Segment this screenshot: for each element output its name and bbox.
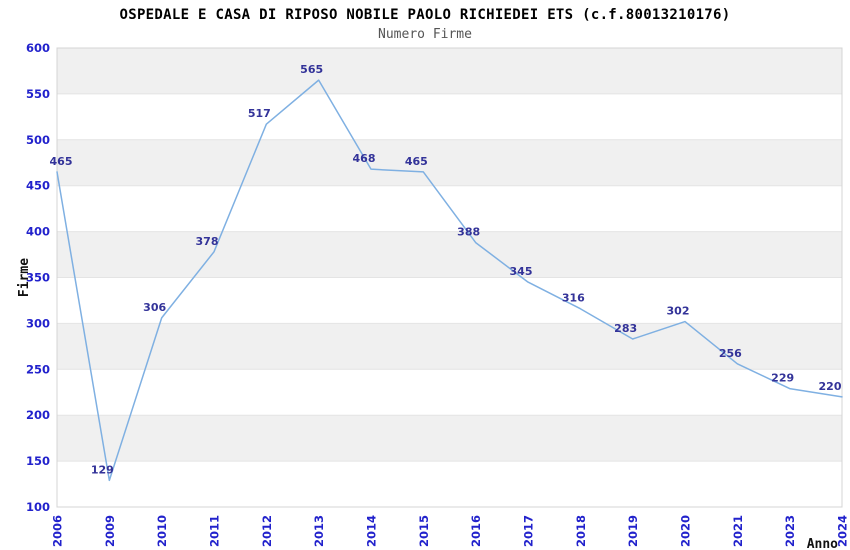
x-tick-label: 2006 [51, 515, 65, 547]
plot-band-gray [57, 48, 842, 94]
x-tick-label: 2018 [574, 515, 588, 547]
x-tick-label: 2011 [208, 515, 222, 547]
x-axis-title: Anno [807, 537, 838, 550]
plot-band-white [57, 93, 842, 140]
data-point-label: 220 [819, 380, 842, 393]
y-tick-label: 600 [26, 41, 50, 55]
data-point-label: 517 [248, 107, 271, 120]
data-point-label: 283 [614, 322, 637, 335]
data-point-label: 465 [405, 155, 428, 168]
data-point-label: 256 [719, 347, 742, 360]
plot-band-gray [57, 231, 842, 278]
x-tick-label: 2019 [626, 515, 640, 547]
y-tick-label: 250 [26, 362, 50, 376]
plot-border [56, 47, 843, 508]
data-point-label: 129 [91, 463, 114, 476]
data-point-label: 465 [50, 155, 73, 168]
x-tick-label: 2020 [679, 515, 693, 547]
x-tick-label: 2023 [783, 515, 797, 547]
y-tick-label: 100 [26, 500, 50, 514]
plot-band-white [57, 369, 842, 416]
plot-band-gray [57, 139, 842, 186]
x-tick-label: 2024 [836, 515, 850, 547]
x-tick-label: 2014 [365, 515, 379, 547]
x-tick-label: 2017 [522, 515, 536, 547]
data-point-label: 302 [667, 305, 690, 318]
x-tick-label: 2010 [155, 515, 169, 547]
x-tick-label: 2013 [312, 515, 326, 547]
x-tick-label: 2015 [417, 515, 431, 547]
y-tick-label: 400 [26, 225, 50, 239]
y-tick-label: 350 [26, 271, 50, 285]
y-tick-label: 550 [26, 87, 50, 101]
y-axis-title: Firme [17, 258, 32, 297]
x-tick-label: 2012 [260, 515, 274, 547]
data-point-label: 378 [196, 235, 219, 248]
y-tick-label: 300 [26, 316, 50, 330]
data-point-label: 229 [771, 372, 794, 385]
plot-band-gray [57, 415, 842, 462]
data-point-label: 565 [300, 63, 323, 76]
y-tick-label: 450 [26, 179, 50, 193]
y-tick-label: 150 [26, 454, 50, 468]
y-tick-label: 200 [26, 408, 50, 422]
data-point-label: 316 [562, 292, 585, 305]
x-tick-label: 2021 [731, 515, 745, 547]
data-point-label: 388 [457, 226, 480, 239]
y-tick-label: 500 [26, 133, 50, 147]
data-point-label: 306 [143, 301, 166, 314]
chart-title: OSPEDALE E CASA DI RIPOSO NOBILE PAOLO R… [119, 7, 731, 23]
data-line [56, 79, 843, 482]
data-point-label: 345 [510, 265, 533, 278]
plot-band-white [57, 461, 842, 507]
chart-subtitle: Numero Firme [378, 27, 472, 42]
data-point-label: 468 [353, 152, 376, 165]
x-tick-label: 2009 [103, 515, 117, 547]
plot-band-white [57, 185, 842, 232]
plot-band-gray [57, 323, 842, 370]
x-tick-label: 2016 [469, 515, 483, 547]
